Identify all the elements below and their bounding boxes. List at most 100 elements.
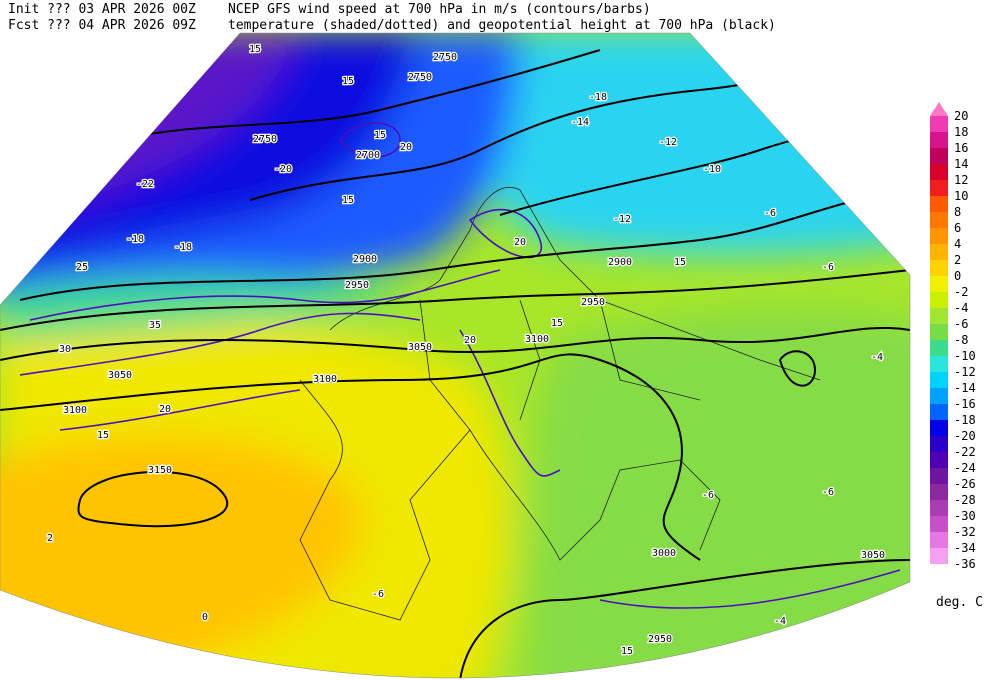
colorbar-box (930, 340, 948, 356)
init-label: Init ??? 03 APR 2026 00Z (8, 2, 196, 17)
wind-contours (19, 122, 901, 609)
contour-label: -6 (764, 208, 776, 219)
contour-label: 2900 (353, 254, 377, 265)
contour-label: -10 (703, 164, 721, 175)
colorbar-box (930, 292, 948, 308)
contour-label: 0 (202, 612, 208, 623)
contour-label: 3100 (525, 334, 549, 345)
colorbar-label: -24 (954, 461, 976, 475)
colorbar-box (930, 452, 948, 468)
contour-label: 20 (514, 237, 526, 248)
contour-label: -6 (822, 487, 834, 498)
contour-label: 15 (97, 430, 109, 441)
contour-label: 3100 (63, 405, 87, 416)
colorbar-box (930, 532, 948, 548)
colorbar-label: 0 (954, 269, 961, 283)
colorbar-label: 16 (954, 141, 968, 155)
contour-label: -14 (571, 117, 589, 128)
contour-label: -20 (274, 164, 292, 175)
colorbar-arrow (930, 102, 948, 116)
contour-label: 2900 (608, 257, 632, 268)
map-outline (0, 32, 911, 679)
contour-label: 30 (59, 344, 71, 355)
height-contours (0, 49, 910, 679)
contour-label: 25 (76, 262, 88, 273)
contour-label: 15 (249, 44, 261, 55)
contour-label: 3050 (108, 370, 132, 381)
contour-label: -4 (774, 616, 786, 627)
contour-label: 2950 (648, 634, 672, 645)
colorbar-box (930, 180, 948, 196)
colorbar-label: 2 (954, 253, 961, 267)
map-area: 27502750275027001515152015-20-22-18-18-1… (0, 33, 910, 679)
colorbar-unit: deg. C (936, 595, 983, 610)
contour-label: 2750 (408, 72, 432, 83)
colorbar-box (930, 356, 948, 372)
shade (520, 308, 910, 679)
contour-label: 15 (551, 318, 563, 329)
colorbar-box (930, 132, 948, 148)
colorbar-label: 18 (954, 125, 968, 139)
contour-label: -6 (702, 490, 714, 501)
contour-label: 15 (374, 130, 386, 141)
contour-label: 35 (149, 320, 161, 331)
contour-label: -18 (126, 234, 144, 245)
contour-label: 15 (674, 257, 686, 268)
contour-label: 15 (621, 646, 633, 657)
colorbar-box (930, 436, 948, 452)
colorbar-label: -8 (954, 333, 968, 347)
colorbar-label: -22 (954, 445, 976, 459)
contour-label: 2750 (433, 52, 457, 63)
contour-label: 20 (159, 404, 171, 415)
colorbar-box (930, 324, 948, 340)
colorbar-box (930, 468, 948, 484)
title-line1: NCEP GFS wind speed at 700 hPa in m/s (c… (228, 2, 651, 17)
colorbar-label: -26 (954, 477, 976, 491)
contour-label: 2700 (356, 150, 380, 161)
colorbar-box (930, 548, 948, 564)
colorbar-box (930, 372, 948, 388)
colorbar-label: 12 (954, 173, 968, 187)
colorbar-box (930, 148, 948, 164)
colorbar: 20181614121086420-2-4-6-8-10-12-14-16-18… (930, 102, 976, 571)
colorbar-label: -20 (954, 429, 976, 443)
colorbar-box (930, 388, 948, 404)
colorbar-label: -2 (954, 285, 968, 299)
fcst-label: Fcst ??? 04 APR 2026 09Z (8, 18, 196, 33)
colorbar-label: -18 (954, 413, 976, 427)
colorbar-box (930, 260, 948, 276)
colorbar-box (930, 484, 948, 500)
colorbar-box (930, 404, 948, 420)
contour-label: -22 (136, 179, 154, 190)
colorbar-label: 14 (954, 157, 968, 171)
contour-label: 20 (400, 142, 412, 153)
colorbar-label: -14 (954, 381, 976, 395)
colorbar-box (930, 516, 948, 532)
contour-label: 3100 (313, 374, 337, 385)
contour-label: 15 (342, 76, 354, 87)
title-line2: temperature (shaded/dotted) and geopoten… (228, 18, 776, 33)
colorbar-label: -36 (954, 557, 976, 571)
contour-label: -6 (822, 262, 834, 273)
contour-label: 2750 (253, 134, 277, 145)
colorbar-box (930, 500, 948, 516)
colorbar-label: -16 (954, 397, 976, 411)
contour-label: 15 (342, 195, 354, 206)
colorbar-label: -32 (954, 525, 976, 539)
borders (299, 187, 821, 621)
contour-label: 3050 (408, 342, 432, 353)
contour-label: 3150 (148, 465, 172, 476)
colorbar-box (930, 276, 948, 292)
colorbar-label: 10 (954, 189, 968, 203)
colorbar-label: -28 (954, 493, 976, 507)
map-labels: 27502750275027001515152015-20-22-18-18-1… (46, 43, 887, 659)
colorbar-label: -30 (954, 509, 976, 523)
contour-label: -12 (659, 137, 677, 148)
contour-label: -18 (589, 92, 607, 103)
colorbar-label: 8 (954, 205, 961, 219)
colorbar-label: 6 (954, 221, 961, 235)
colorbar-label: -6 (954, 317, 968, 331)
colorbar-box (930, 244, 948, 260)
colorbar-box (930, 420, 948, 436)
